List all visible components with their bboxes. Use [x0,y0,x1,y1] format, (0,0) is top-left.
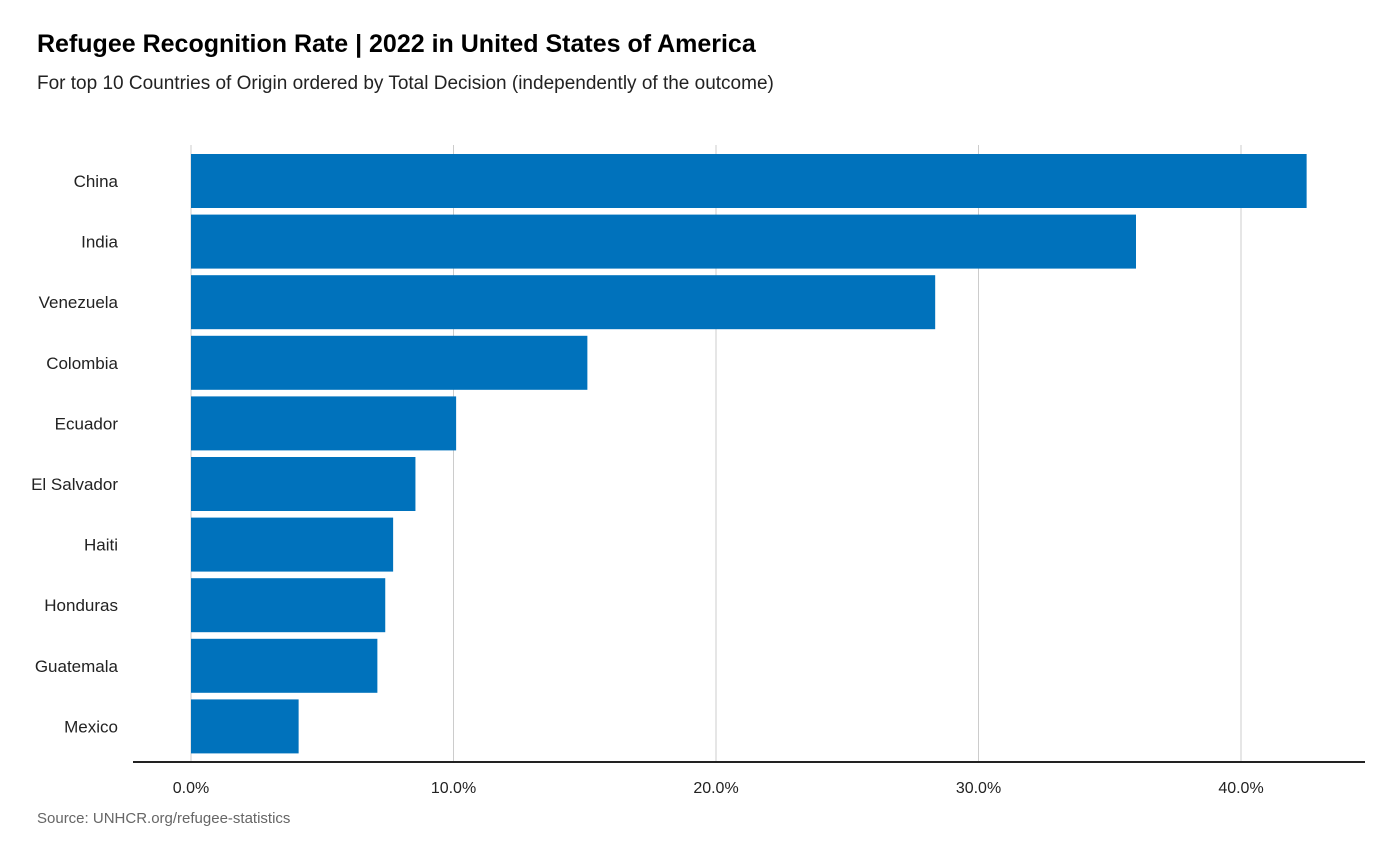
category-label-ecuador: Ecuador [55,414,119,433]
bar-colombia [191,335,588,390]
bar-el-salvador [191,457,416,511]
category-label-colombia: Colombia [46,354,118,373]
category-label-haiti: Haiti [84,536,118,555]
x-tick-label-2: 20.0% [693,780,738,797]
category-label-venezuela: Venezuela [39,293,119,312]
source-note: Source: UNHCR.org/refugee-statistics [37,810,291,827]
bar-haiti [191,517,394,572]
bar-honduras [191,578,386,633]
bar-venezuela [191,275,936,330]
x-tick-label-4: 40.0% [1218,780,1263,797]
category-label-mexico: Mexico [64,717,118,736]
x-tick-label-1: 10.0% [431,780,476,797]
bar-mexico [191,699,299,754]
category-label-guatemala: Guatemala [35,657,119,676]
chart-title: Refugee Recognition Rate | 2022 in Unite… [37,30,756,58]
bar-india [191,214,1136,269]
category-label-honduras: Honduras [44,596,118,615]
bar-ecuador [191,396,457,451]
category-label-el-salvador: El Salvador [31,475,118,494]
bar-china [191,154,1307,208]
bar-guatemala [191,638,378,693]
chart-subtitle: For top 10 Countries of Origin ordered b… [37,73,774,94]
x-tick-label-3: 30.0% [956,780,1001,797]
category-label-china: China [74,172,119,191]
x-tick-label-0: 0.0% [173,780,209,797]
category-label-india: India [81,233,118,252]
